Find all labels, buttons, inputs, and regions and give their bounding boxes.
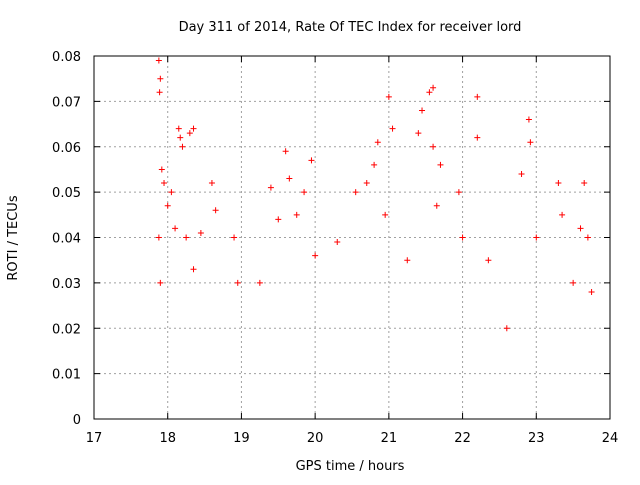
data-point [183,234,190,241]
data-point [334,239,341,246]
x-axis-label: GPS time / hours [296,459,405,474]
data-point [197,229,204,236]
x-tick-label: 24 [602,431,619,446]
data-point [404,257,411,264]
data-point [577,225,584,232]
y-tick-label: 0.07 [52,95,81,110]
data-point [474,134,481,141]
data-point [426,89,433,96]
data-point [164,202,171,209]
grid [94,56,610,419]
y-tick-label: 0.02 [52,322,81,337]
data-point [190,266,197,273]
data-point [559,211,566,218]
data-point [286,175,293,182]
y-tick-label: 0.06 [52,141,81,156]
data-point [430,84,437,91]
data-point [352,189,359,196]
x-tick-label: 21 [381,431,398,446]
data-point [293,211,300,218]
x-tick-label: 18 [159,431,176,446]
plot-frame [93,55,611,420]
data-point [282,148,289,155]
data-point [157,279,164,286]
data-point [485,257,492,264]
x-tick-label: 23 [528,431,545,446]
data-point [518,170,525,177]
data-point [234,279,241,286]
data-point [231,234,238,241]
data-point [363,180,370,187]
data-point [190,125,197,132]
y-tick-label: 0.05 [52,186,81,201]
data-point [208,180,215,187]
y-tick-label: 0 [73,413,81,428]
data-point [155,234,162,241]
data-point [177,134,184,141]
chart-title: Day 311 of 2014, Rate Of TEC Index for r… [179,20,522,35]
data-point [312,252,319,259]
y-tick-label: 0.01 [52,368,81,383]
data-point [157,75,164,82]
data-point [161,180,168,187]
data-point [168,189,175,196]
data-point [555,180,562,187]
data-point [385,93,392,100]
data-point [275,216,282,223]
data-point [186,130,193,137]
data-point [430,143,437,150]
data-point [437,161,444,168]
y-tick-label: 0.08 [52,50,81,65]
y-axis-label: ROTI / TECUs [6,195,21,280]
y-tick-label: 0.04 [52,232,81,247]
data-point [212,207,219,214]
data-point [256,279,263,286]
x-tick-label: 20 [307,431,324,446]
data-point [415,130,422,137]
data-point [374,139,381,146]
data-point [389,125,396,132]
data-point [267,184,274,191]
data-point [175,125,182,132]
data-point [588,288,595,295]
data-point [433,202,440,209]
data-point [503,325,510,332]
x-tick-label: 17 [86,431,103,446]
data-point [155,57,162,64]
data-point [371,161,378,168]
data-point [455,189,462,196]
data-point [459,234,466,241]
data-point [301,189,308,196]
data-point [581,180,588,187]
data-point [527,139,534,146]
x-tick-label: 19 [233,431,250,446]
data-point [382,211,389,218]
data-point [308,157,315,164]
data-point [570,279,577,286]
x-tick-label: 22 [454,431,471,446]
data-point [474,93,481,100]
x-tick-labels: 17 18 19 20 21 22 23 24 [86,431,619,446]
data-point [584,234,591,241]
y-tick-labels: 0 0.01 0.02 0.03 0.04 0.05 0.06 0.07 0.08 [52,50,81,428]
data-point [533,234,540,241]
data-point [158,166,165,173]
data-point [156,89,163,96]
data-point [172,225,179,232]
data-point [525,116,532,123]
data-points [155,57,595,332]
data-point [419,107,426,114]
axis-ticks [93,55,611,420]
data-point [179,143,186,150]
y-tick-label: 0.03 [52,277,81,292]
